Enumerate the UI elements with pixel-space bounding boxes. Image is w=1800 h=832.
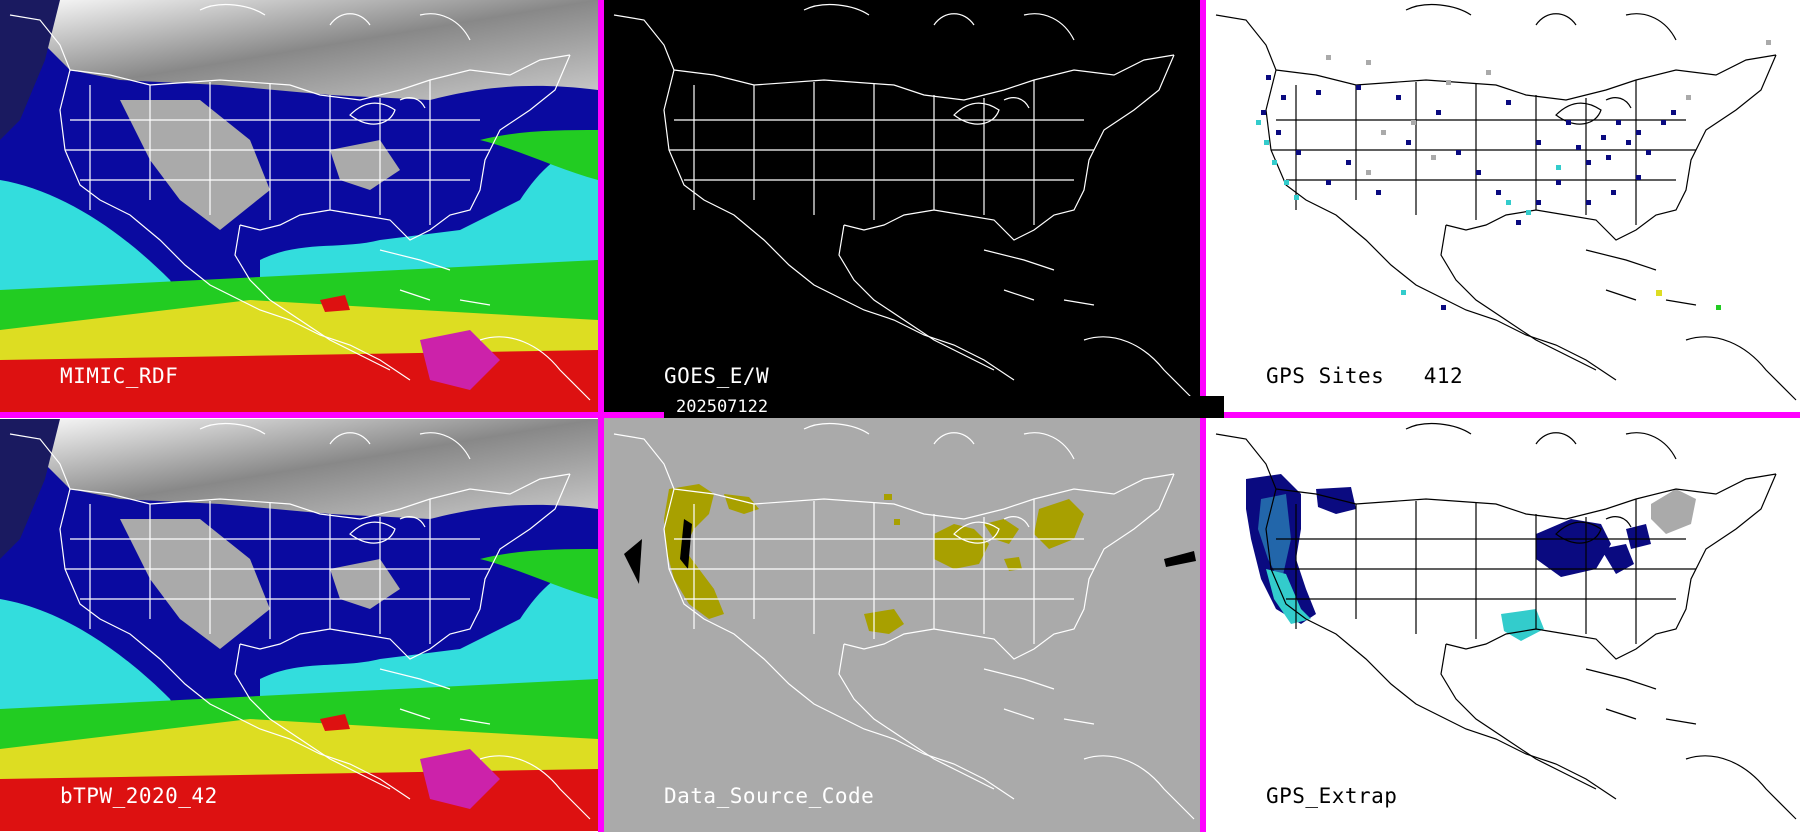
mimic-rdf-map (0, 0, 598, 412)
data-source-code-map (613, 422, 1196, 820)
gps-sites-panel: GPS Sites 412 (1206, 0, 1800, 412)
goes-ew-label: GOES_E/W (664, 364, 770, 388)
timestamp-bar: 202507122 (664, 396, 1224, 418)
btpw-label: bTPW_2020_42 (60, 784, 218, 808)
gps-sites-label: GPS Sites 412 (1266, 364, 1464, 388)
data-source-code-label: Data_Source_Code (664, 784, 875, 808)
gps-sites-map (1215, 3, 1797, 401)
mimic-rdf-panel: MIMIC_RDF (0, 0, 598, 412)
btpw-map (0, 418, 598, 832)
data-source-code-panel: Data_Source_Code (604, 418, 1200, 832)
goes-ew-map (613, 3, 1195, 401)
gps-extrap-label: GPS_Extrap (1266, 784, 1398, 808)
source-code-olive-regions (664, 484, 1084, 634)
gps-extrap-map (1215, 422, 1797, 820)
btpw-panel: bTPW_2020_42 (0, 418, 598, 832)
gps-site-markers (1256, 40, 1771, 310)
gps-extrap-regions (1246, 474, 1696, 641)
goes-ew-panel: GOES_E/W (604, 0, 1200, 412)
mimic-rdf-label: MIMIC_RDF (60, 364, 179, 388)
gps-extrap-panel: GPS_Extrap (1206, 418, 1800, 832)
